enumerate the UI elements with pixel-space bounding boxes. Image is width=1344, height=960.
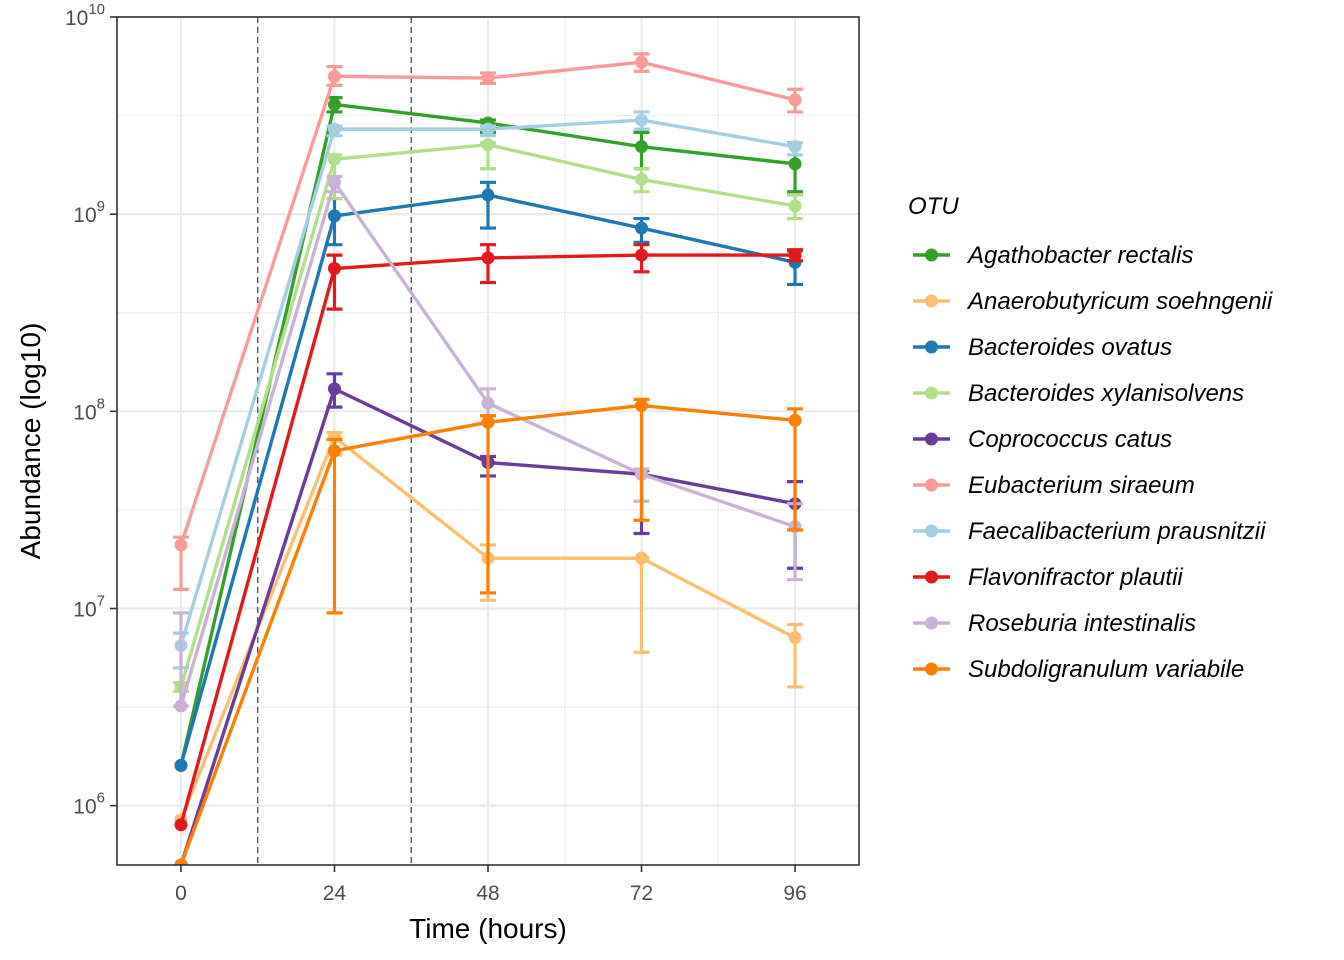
y-tick-label: 107 [73, 592, 105, 621]
legend-key-point [925, 570, 938, 584]
legend-item: Roseburia intestinalis [913, 610, 1196, 637]
data-point [481, 251, 495, 265]
legend-label: Bacteroides xylanisolvens [968, 380, 1244, 407]
y-axis-title: Abundance (log10) [15, 323, 46, 560]
legend-label: Faecalibacterium prausnitzii [968, 518, 1266, 545]
legend-label: Anaerobutyricum soehngenii [966, 288, 1273, 315]
data-point [481, 396, 495, 410]
legend-item: Coprococcus catus [913, 426, 1172, 453]
y-axis: 106 107 108 109 1010 [65, 1, 117, 819]
data-point [481, 138, 495, 152]
data-point [788, 140, 802, 154]
series-6 [172, 52, 804, 591]
x-tick-label: 48 [476, 882, 499, 905]
data-point [174, 538, 188, 552]
legend-label: Agathobacter rectalis [966, 242, 1193, 269]
data-point [635, 221, 649, 235]
legend-label: Coprococcus catus [968, 426, 1172, 453]
legend-label: Roseburia intestinalis [968, 610, 1196, 637]
legend-title: OTU [908, 193, 959, 220]
y-tick-label: 1010 [65, 1, 105, 30]
legend-label: Subdoligranulum variabile [968, 656, 1244, 683]
data-point [174, 758, 188, 772]
y-tick-label: 108 [73, 395, 105, 424]
legend-item: Subdoligranulum variabile [913, 656, 1244, 683]
data-point [635, 551, 649, 565]
data-point [327, 262, 341, 276]
legend-item: Eubacterium siraeum [913, 472, 1195, 499]
legend-item: Bacteroides xylanisolvens [913, 380, 1244, 407]
legend-key-point [925, 248, 938, 262]
data-point [327, 152, 341, 166]
data-point [481, 188, 495, 202]
data-point [327, 382, 341, 396]
data-point [788, 631, 802, 645]
data-point [327, 175, 341, 189]
legend-item: Faecalibacterium prausnitzii [913, 518, 1266, 545]
data-point [788, 93, 802, 107]
data-point [635, 140, 649, 154]
legend-label: Bacteroides ovatus [968, 334, 1172, 361]
series-8 [174, 243, 804, 832]
data-point [174, 818, 188, 832]
data-point [481, 71, 495, 85]
legend-key-point [925, 340, 938, 354]
data-point [174, 858, 188, 865]
legend-label: Eubacterium siraeum [968, 472, 1195, 499]
legend-key-point [925, 524, 938, 538]
legend-item: Flavonifractor plautii [913, 564, 1183, 591]
series-3 [174, 180, 804, 772]
y-tick-label: 106 [73, 790, 105, 819]
data-point [788, 248, 802, 262]
data-point [327, 69, 341, 83]
data-point [635, 55, 649, 69]
data-point [327, 122, 341, 136]
series-10 [174, 397, 804, 865]
x-tick-label: 0 [175, 882, 187, 905]
legend-item: Anaerobutyricum soehngenii [913, 288, 1273, 315]
plot-area [172, 52, 804, 865]
legend-key-point [925, 616, 938, 630]
data-point [635, 172, 649, 186]
legend: OTU Agathobacter rectalis Anaerobutyricum… [908, 193, 1273, 683]
legend-label: Flavonifractor plautii [968, 564, 1183, 591]
data-point [327, 209, 341, 223]
series-7 [172, 110, 804, 670]
data-point [635, 113, 649, 127]
data-point [327, 444, 341, 458]
legend-key-point [925, 662, 938, 676]
data-point [327, 97, 341, 111]
x-tick-label: 96 [783, 882, 806, 905]
data-point [788, 413, 802, 427]
x-axis-title: Time (hours) [409, 913, 567, 944]
data-point [174, 699, 188, 713]
data-point [635, 399, 649, 413]
legend-key-point [925, 478, 938, 492]
series-4 [172, 138, 804, 694]
data-point [788, 157, 802, 171]
legend-key-point [925, 432, 938, 446]
data-point [635, 248, 649, 262]
x-tick-label: 24 [323, 882, 347, 905]
data-point [481, 122, 495, 136]
legend-item: Agathobacter rectalis [913, 242, 1193, 269]
legend-key-point [925, 386, 938, 400]
x-tick-label: 72 [630, 882, 653, 905]
data-point [481, 415, 495, 429]
data-point [788, 199, 802, 213]
legend-item: Bacteroides ovatus [913, 334, 1172, 361]
legend-key-point [925, 294, 938, 308]
y-tick-label: 109 [73, 198, 105, 227]
x-axis: 0 24 48 72 96 [175, 865, 807, 905]
